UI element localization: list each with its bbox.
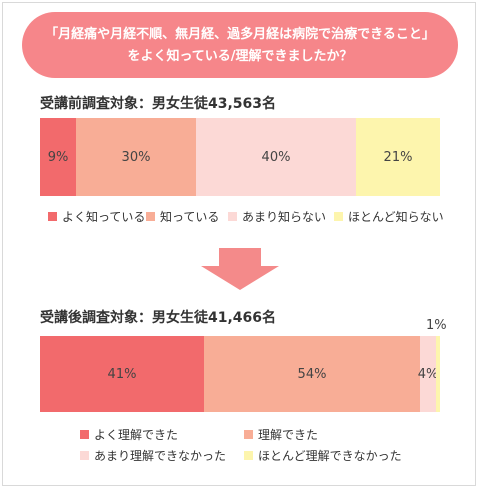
bar-segment-after-1: 54% bbox=[204, 336, 420, 412]
legend-label: ほとんど知らない bbox=[348, 210, 444, 224]
legend-label: 理解できた bbox=[258, 428, 319, 442]
question-line-2: をよく知っている/理解できましたか？ bbox=[127, 49, 353, 64]
legend-item-after-3: ほとんど理解できなかった bbox=[244, 447, 402, 464]
bar-segment-before-2: 40% bbox=[196, 118, 356, 196]
legend-swatch bbox=[334, 212, 343, 221]
question-line-1: 「月経痛や月経不順、無月経、過多月経は病院で治療できること」 bbox=[45, 27, 435, 42]
legend-item-before-3: ほとんど知らない bbox=[334, 208, 444, 225]
legend-swatch bbox=[244, 451, 253, 460]
legend-item-before-2: あまり知らない bbox=[228, 208, 326, 225]
legend-swatch bbox=[146, 212, 155, 221]
legend-item-before-1: 知っている bbox=[146, 208, 219, 225]
data-label: 41% bbox=[107, 366, 137, 382]
legend-label: ほとんど理解できなかった bbox=[258, 449, 402, 463]
before-chart-title: 受講前調査対象：男女生徒43,563名 bbox=[40, 96, 277, 112]
after-outside-label: 1% bbox=[426, 318, 447, 333]
after-chart-title: 受講後調査対象：男女生徒41,466名 bbox=[40, 310, 277, 326]
bar-segment-after-3 bbox=[436, 336, 440, 412]
legend-swatch bbox=[228, 212, 237, 221]
data-label: 30% bbox=[121, 149, 151, 165]
legend-swatch bbox=[80, 430, 89, 439]
bar-segment-after-2: 4% bbox=[417, 336, 439, 412]
data-label: 54% bbox=[297, 366, 327, 382]
legend-label: よく理解できた bbox=[94, 428, 179, 442]
down-arrow-icon bbox=[201, 248, 279, 290]
legend-swatch bbox=[48, 212, 57, 221]
legend-label: あまり理解できなかった bbox=[94, 449, 227, 463]
legend-label: あまり知らない bbox=[242, 210, 327, 224]
legend-item-after-1: 理解できた bbox=[244, 426, 318, 443]
legend-swatch bbox=[244, 430, 253, 439]
legend-item-before-0: よく知っている bbox=[48, 208, 145, 225]
data-label: 21% bbox=[383, 149, 413, 165]
legend-item-after-2: あまり理解できなかった bbox=[80, 447, 226, 464]
legend-item-after-0: よく理解できた bbox=[80, 426, 178, 443]
bar-segment-before-0: 9% bbox=[40, 118, 76, 196]
legend-swatch bbox=[80, 451, 89, 460]
bar-segment-before-3: 21% bbox=[356, 118, 440, 196]
data-label: 9% bbox=[47, 149, 69, 165]
question-banner: 「月経痛や月経不順、無月経、過多月経は病院で治療できること」 をよく知っている/… bbox=[22, 12, 458, 78]
data-label: 40% bbox=[261, 149, 291, 165]
after-stacked-bar: 41% 54% 4% bbox=[40, 336, 440, 412]
bar-segment-after-0: 41% bbox=[40, 336, 204, 412]
legend-label: 知っている bbox=[160, 210, 220, 224]
data-label: 4% bbox=[417, 366, 439, 382]
bar-segment-before-1: 30% bbox=[76, 118, 196, 196]
before-stacked-bar: 9% 30% 40% 21% bbox=[40, 118, 440, 196]
legend-label: よく知っている bbox=[62, 210, 146, 224]
